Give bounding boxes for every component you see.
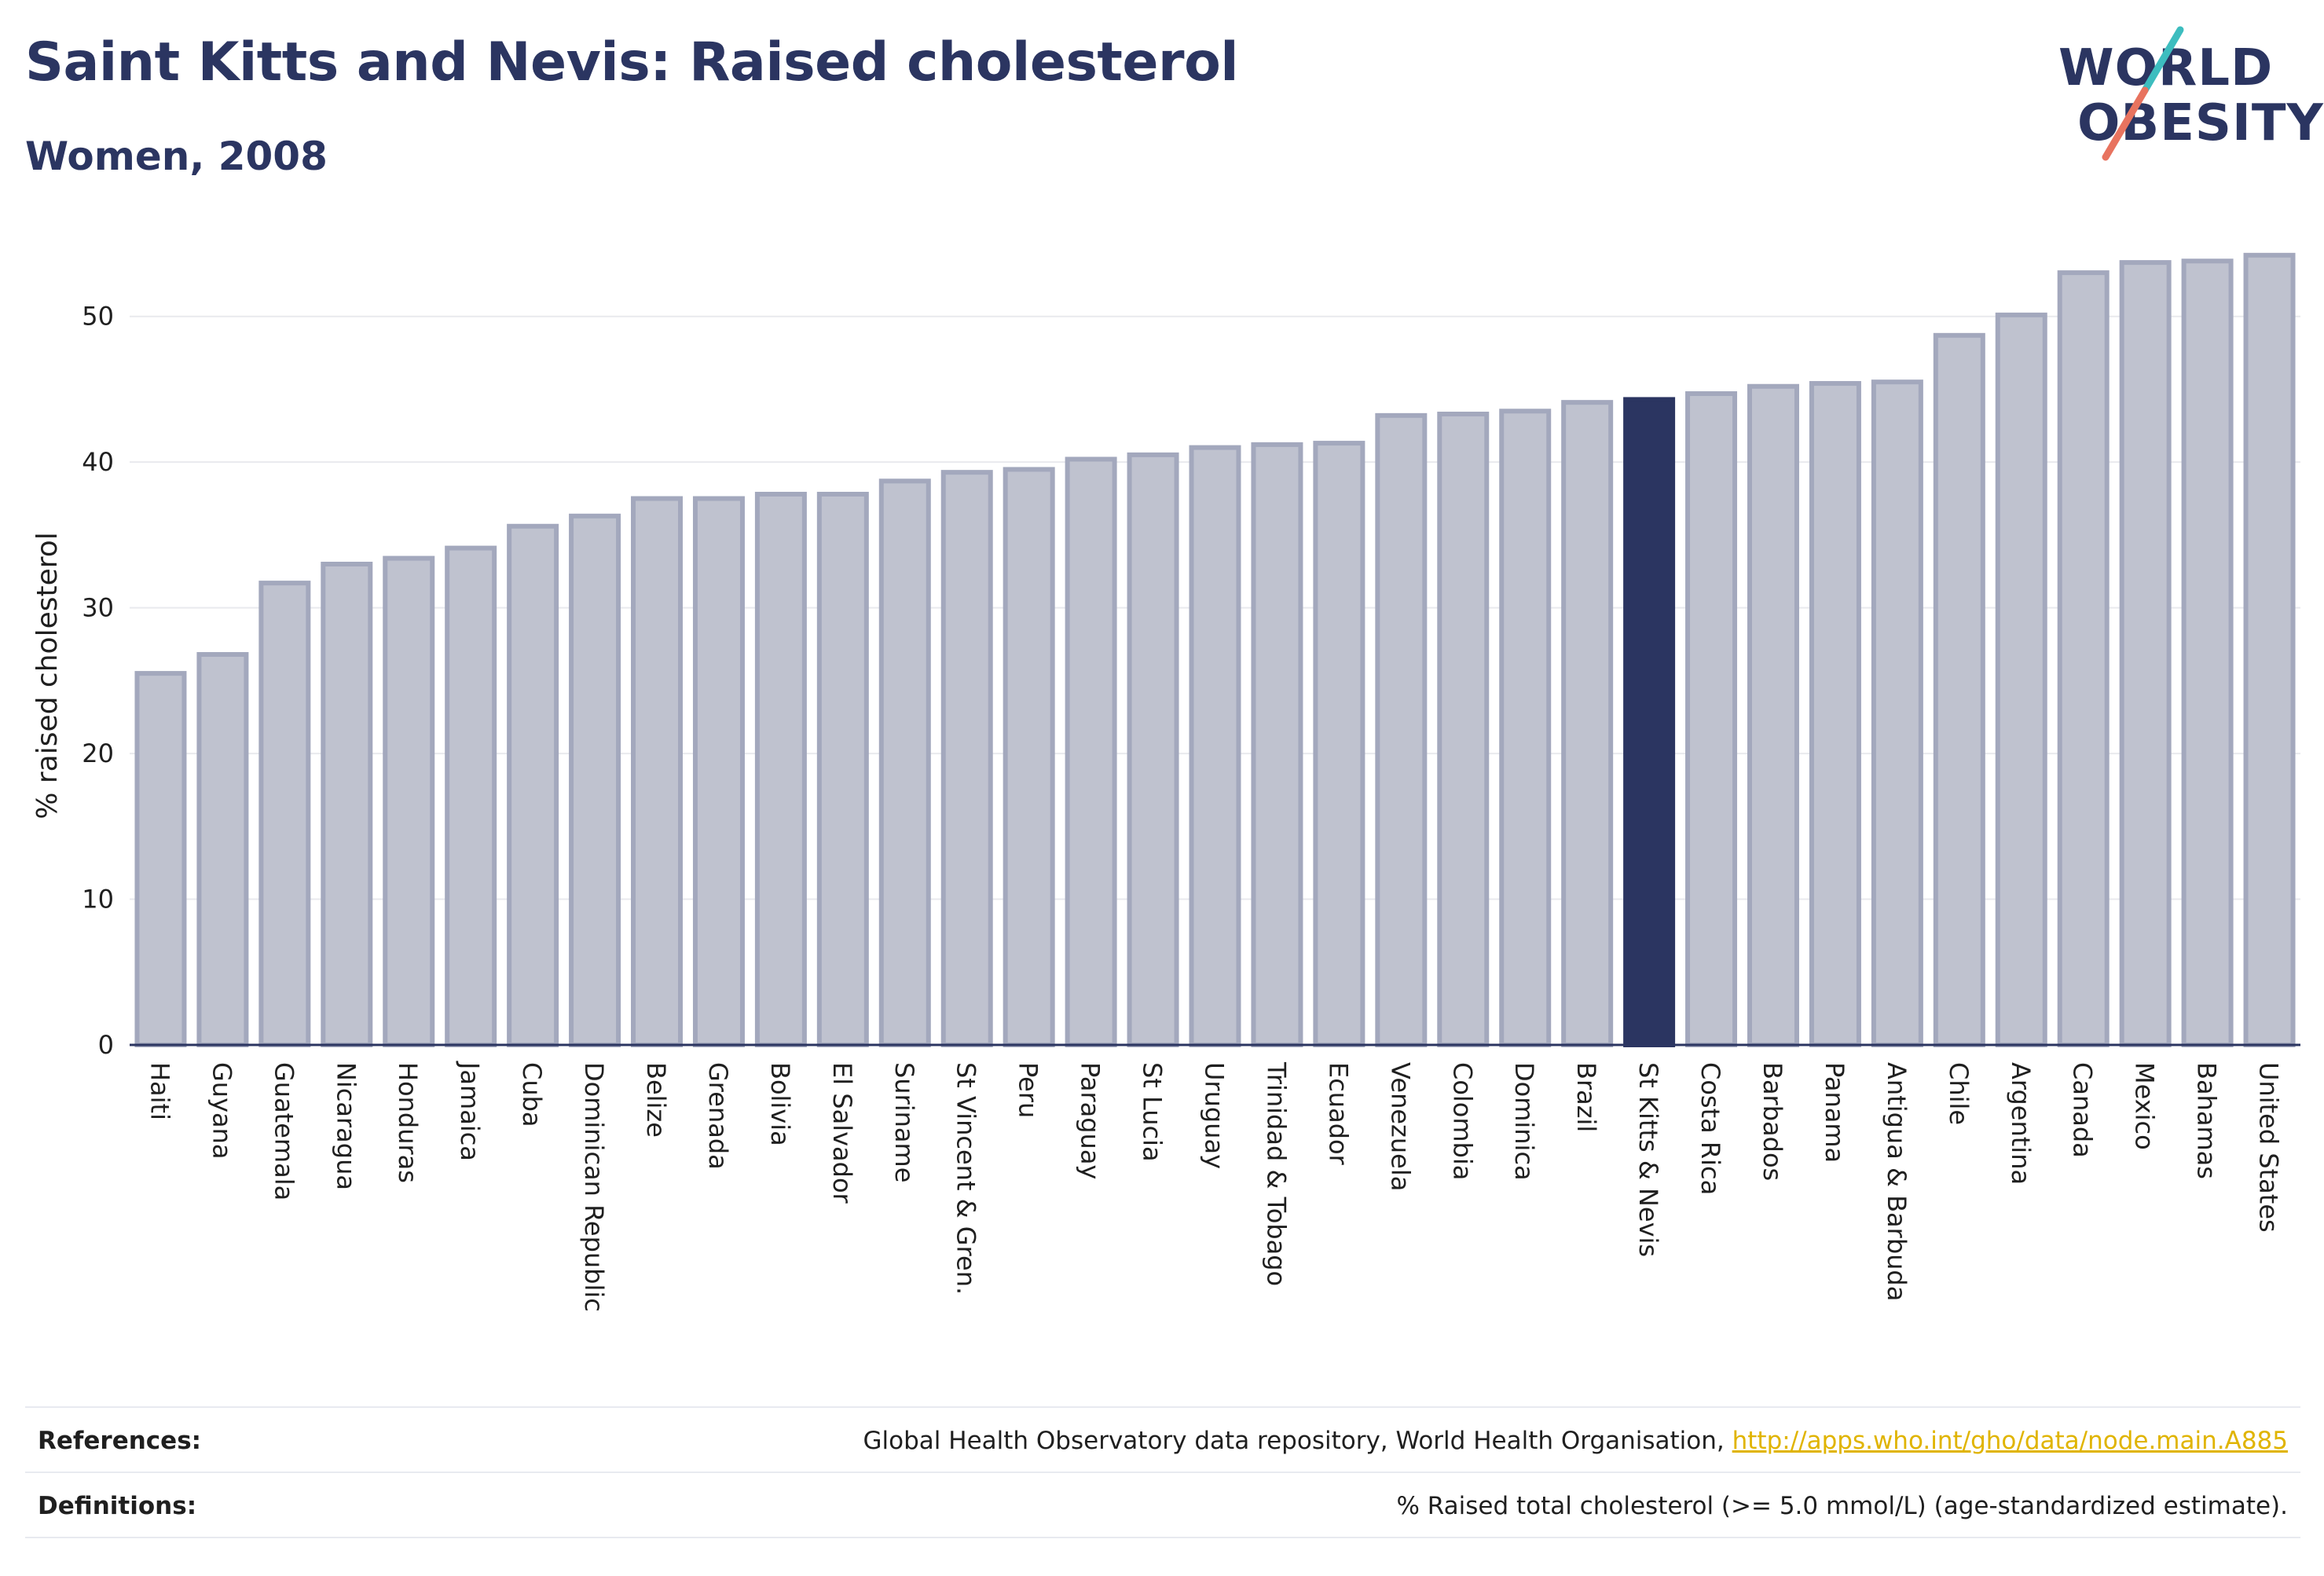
bar-el-salvador [816,491,869,1047]
x-tick-label: Grenada [703,1062,733,1170]
x-tick-label: Peru [1014,1062,1043,1118]
x-tick-label: Uruguay [1200,1062,1230,1169]
x-tick-label: Belize [641,1062,671,1138]
x-tick-label: Barbados [1758,1062,1787,1181]
bar-guatemala [258,581,311,1048]
x-tick-label: St Kitts & Nevis [1633,1062,1663,1257]
bar-nicaragua [321,562,373,1047]
x-tick-label: Bolivia [765,1062,795,1146]
bar-cuba [507,523,559,1048]
x-tick-label: United States [2254,1062,2284,1233]
bars [134,252,2296,1048]
definitions-label: Definitions: [38,1492,197,1520]
chart-subtitle: Women, 2008 [25,134,328,179]
y-tick-label: 0 [98,1030,114,1060]
x-tick-label: Panama [1820,1062,1849,1163]
bar-costa-rica [1685,391,1738,1047]
bar-ecuador [1313,441,1365,1047]
x-tick-label: Mexico [2130,1062,2160,1150]
x-tick-label: Dominica [1509,1062,1539,1181]
bar-peru [1003,467,1055,1048]
x-tick-label: Cuba [517,1062,547,1127]
bar-bahamas [2181,258,2234,1048]
footer-divider-middle [25,1472,2300,1473]
bar-trinidad-tobago [1251,442,1303,1048]
bar-st-kitts-nevis [1623,397,1676,1048]
x-tick-label: El Salvador [827,1062,857,1204]
y-tick-label: 10 [82,885,114,914]
references-link[interactable]: http://apps.who.int/gho/data/node.main.A… [1732,1427,2288,1455]
bar-chile [1933,332,1985,1047]
x-tick-labels: Haiti Guyana Guatemala Nicaragua Honduras Jam… [145,1061,2283,1312]
bar-antigua-barbuda [1871,379,1923,1047]
bar-brazil [1561,400,1614,1047]
bar-venezuela [1375,412,1428,1047]
bar-canada [2057,270,2110,1048]
bar-jamaica [445,545,497,1048]
bar-paraguay [1065,456,1117,1047]
references-text: Global Health Observatory data repositor… [863,1427,1732,1455]
x-tick-label: Jamaica [455,1061,485,1161]
footer-divider-top [25,1406,2300,1408]
bar-dominican-republic [569,513,621,1047]
x-tick-label: Guatemala [269,1062,299,1200]
references-value: Global Health Observatory data repositor… [863,1427,2300,1455]
bar-chart: 0 10 20 30 40 50 Haiti Guyana Guatemala Nicaragu… [31,252,2300,1312]
bar-st-vincent-gren- [940,470,993,1047]
y-tick-label: 40 [82,447,114,477]
x-tick-label: St Vincent & Gren. [951,1062,981,1295]
world-obesity-logo: WORLD OBESITY [2043,24,2323,165]
bar-dominica [1499,409,1552,1048]
bar-st-lucia [1127,452,1179,1047]
bar-grenada [692,496,745,1047]
bar-uruguay [1189,445,1241,1047]
logo-slash-icon [2102,26,2184,161]
x-tick-label: Venezuela [1385,1062,1415,1191]
x-tick-label: Trinidad & Tobago [1261,1061,1291,1286]
x-tick-label: Chile [1944,1062,1974,1125]
bar-bolivia [754,491,807,1047]
y-axis-label: % raised cholesterol [31,532,64,819]
x-tick-label: Ecuador [1323,1062,1353,1166]
x-tick-label: Bahamas [2192,1062,2222,1179]
bar-barbados [1747,383,1799,1047]
y-tick-label: 20 [82,739,114,768]
bar-suriname [878,478,931,1048]
bar-belize [631,496,684,1047]
y-tick-label: 50 [82,302,114,332]
x-tick-label: Costa Rica [1695,1062,1725,1195]
bar-argentina [1995,312,2047,1047]
x-tick-label: Brazil [1571,1062,1601,1132]
x-tick-label: Dominican Republic [579,1062,609,1312]
x-tick-label: Antigua & Barbuda [1882,1062,1912,1301]
x-tick-label: Honduras [393,1062,423,1183]
x-tick-label: Canada [2068,1062,2098,1158]
y-tick-label: 30 [82,593,114,623]
bar-united-states [2243,252,2296,1047]
definitions-row: Definitions: % Raised total cholesterol … [25,1475,2300,1537]
definitions-text: % Raised total cholesterol (>= 5.0 mmol/… [1396,1492,2288,1520]
footer-divider-bottom [25,1537,2300,1538]
x-tick-label: Argentina [2006,1062,2036,1185]
x-tick-label: St Lucia [1138,1062,1167,1162]
x-tick-label: Paraguay [1076,1062,1105,1179]
bar-mexico [2119,260,2172,1048]
x-tick-label: Suriname [889,1062,919,1182]
bar-panama [1809,381,1861,1047]
x-tick-label: Guyana [207,1062,236,1160]
bar-honduras [383,555,435,1047]
x-tick-label: Nicaragua [331,1062,361,1190]
x-tick-label: Colombia [1447,1062,1477,1180]
x-tick-label: Haiti [145,1062,174,1120]
references-label: References: [38,1427,202,1455]
references-row: References: Global Health Observatory da… [25,1410,2300,1472]
bar-haiti [134,671,187,1047]
bar-guyana [196,651,249,1047]
y-tick-labels: 0 10 20 30 40 50 [82,302,114,1060]
bar-colombia [1437,411,1490,1047]
chart-title: Saint Kitts and Nevis: Raised cholestero… [25,31,1239,93]
